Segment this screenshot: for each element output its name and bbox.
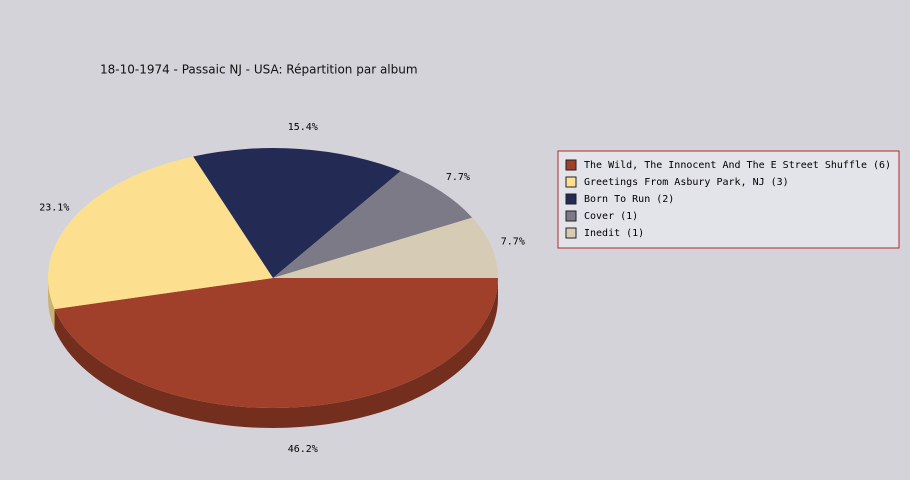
legend-swatch	[565, 176, 577, 188]
chart-title: 18-10-1974 - Passaic NJ - USA: Répartiti…	[100, 63, 418, 77]
legend-swatch	[565, 227, 577, 239]
legend-box	[557, 150, 900, 249]
legend-swatch	[565, 193, 577, 205]
legend-label: The Wild, The Innocent And The E Street …	[584, 160, 891, 171]
legend-label: Born To Run (2)	[584, 194, 674, 205]
data-label: 46.2%	[288, 444, 318, 455]
slice-side	[54, 278, 499, 429]
legend: The Wild, The Innocent And The E Street …	[557, 150, 900, 249]
data-label: 7.7%	[446, 172, 470, 183]
legend-swatch	[565, 210, 577, 222]
slice	[54, 278, 499, 409]
slice	[193, 148, 401, 278]
slice	[48, 156, 274, 310]
legend-swatch	[565, 159, 577, 171]
slice	[273, 217, 498, 278]
legend-label: Greetings From Asbury Park, NJ (3)	[584, 177, 789, 188]
data-label: 7.7%	[501, 237, 525, 248]
slice-side	[48, 278, 55, 330]
data-label: 23.1%	[39, 202, 69, 213]
data-label: 15.4%	[288, 122, 318, 133]
pie: 46.2% 23.1% 15.4% 7.7% 7.7%	[39, 122, 525, 455]
slice	[273, 171, 473, 278]
legend-label: Inedit (1)	[584, 228, 644, 239]
legend-label: Cover (1)	[584, 211, 638, 222]
